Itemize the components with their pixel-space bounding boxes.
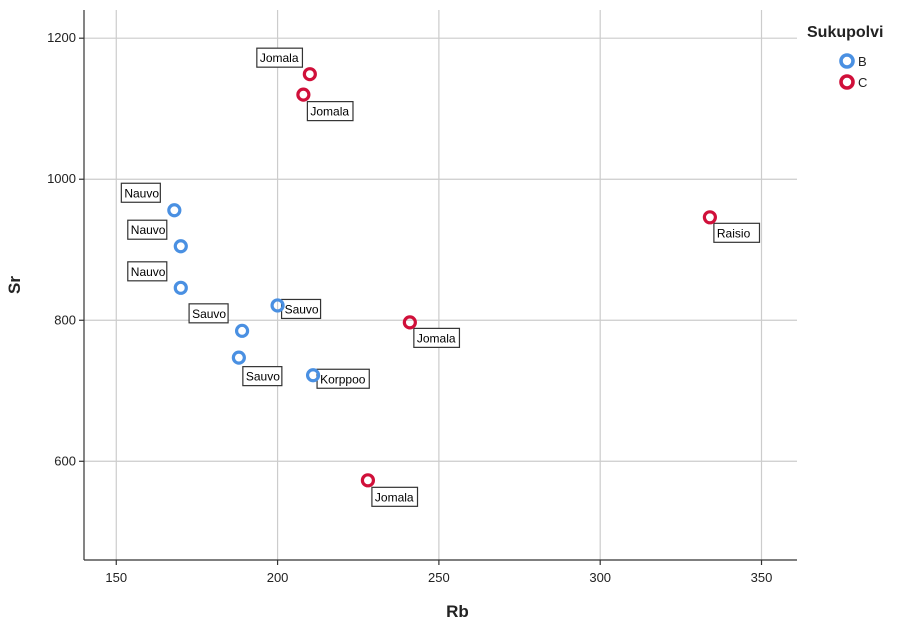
x-tick-label: 150	[105, 570, 127, 585]
y-tick-label: 1000	[47, 171, 76, 186]
point-label: Jomala	[260, 51, 299, 65]
point-label: Sauvo	[192, 307, 226, 321]
point-label-box	[120, 182, 161, 203]
point-label-box	[371, 486, 419, 507]
point-label: Nauvo	[131, 223, 166, 237]
legend-marker-c	[839, 74, 855, 90]
data-point-c	[296, 87, 311, 102]
point-label: Jomala	[417, 331, 456, 345]
data-point-b	[305, 368, 321, 383]
point-label-box	[127, 219, 168, 240]
x-axis-title: Rb	[446, 602, 469, 621]
data-points	[167, 67, 717, 488]
x-tick-label: 250	[428, 570, 450, 585]
data-point-c	[302, 67, 317, 82]
x-tick-label: 200	[267, 570, 289, 585]
x-tick-label: 350	[751, 570, 773, 585]
point-label: Sauvo	[246, 370, 280, 384]
point-label: Nauvo	[131, 265, 166, 279]
point-label-box	[127, 261, 168, 282]
data-point-c	[402, 315, 417, 330]
data-point-b	[231, 350, 246, 365]
data-point-b	[234, 323, 250, 338]
grid	[84, 10, 797, 560]
point-label: Jomala	[375, 490, 414, 504]
point-labels: Nauvo Nauvo Nauvo Sauvo Sauvo Sauvo Korppoo Jom…	[120, 47, 761, 507]
data-point-b	[173, 239, 188, 254]
legend-label-b: B	[858, 54, 867, 69]
point-label: Korppoo	[320, 372, 366, 386]
legend-label-c: C	[858, 75, 867, 90]
data-point-b	[173, 280, 188, 295]
data-point-b	[270, 298, 285, 313]
point-label-box	[306, 101, 354, 122]
point-label: Sauvo	[285, 302, 319, 316]
point-label: Nauvo	[124, 186, 159, 200]
x-tick-label: 300	[589, 570, 611, 585]
legend: Sukupolvi BC	[807, 24, 883, 90]
data-point-c	[360, 473, 376, 488]
point-label-box	[242, 366, 283, 387]
point-label: Raisio	[717, 226, 751, 240]
point-label-box	[413, 327, 461, 348]
point-label-box	[713, 222, 761, 243]
y-tick-label: 600	[54, 453, 76, 468]
legend-title: Sukupolvi	[807, 24, 883, 41]
data-point-b	[167, 203, 182, 218]
y-axis-title: Sr	[5, 276, 24, 294]
y-tick-label: 800	[54, 312, 76, 327]
data-point-c	[702, 210, 717, 225]
point-label-box	[188, 303, 229, 324]
axes: 150 200 250 300 350 600 800 1000 1200	[47, 10, 797, 585]
point-label: Jomala	[310, 105, 349, 119]
point-label-box	[256, 47, 304, 68]
y-tick-label: 1200	[47, 30, 76, 45]
legend-marker-b	[839, 53, 855, 69]
